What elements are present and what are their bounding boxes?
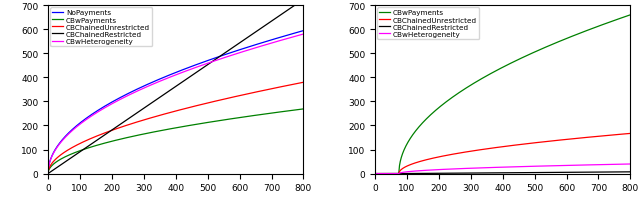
Line: CBChainedUnrestricted: CBChainedUnrestricted: [48, 83, 303, 174]
CBChainedRestricted: [570, 171, 578, 174]
Legend: NoPayments, CBwPayments, CBChainedUnrestricted, CBChainedRestricted, CBwHeteroge: NoPayments, CBwPayments, CBChainedUnrest…: [50, 8, 152, 47]
CBChainedRestricted: [70, 155, 78, 157]
CBChainedUnrestricted: [44, 173, 52, 175]
CBwPayments: [220, 119, 227, 122]
NoPayments: [220, 55, 227, 57]
CBChainedRestricted: [157, 96, 164, 99]
CBwPayments: [547, 45, 554, 47]
CBChainedRestricted: [220, 54, 227, 56]
CBChainedRestricted: [300, 0, 307, 2]
CBwHeterogeneity: [570, 164, 578, 167]
Legend: CBwPayments, CBChainedUnrestricted, CBChainedRestricted, CBwHeterogeneity: CBwPayments, CBChainedUnrestricted, CBCh…: [377, 8, 479, 40]
CBChainedRestricted: [147, 102, 155, 105]
NoPayments: [248, 45, 255, 48]
CBChainedUnrestricted: [147, 117, 155, 119]
CBwHeterogeneity: [220, 57, 227, 60]
CBwHeterogeneity: [147, 84, 155, 87]
NoPayments: [157, 78, 164, 81]
CBChainedRestricted: [484, 172, 492, 174]
CBChainedUnrestricted: [70, 146, 78, 148]
NoPayments: [243, 47, 251, 49]
Line: CBwHeterogeneity: CBwHeterogeneity: [48, 35, 303, 174]
CBwHeterogeneity: [484, 167, 492, 169]
CBwHeterogeneity: [575, 164, 582, 166]
CBwHeterogeneity: [157, 80, 164, 83]
CBwHeterogeneity: [397, 171, 405, 174]
NoPayments: [70, 127, 78, 129]
CBwPayments: [575, 33, 582, 36]
Line: NoPayments: NoPayments: [48, 32, 303, 174]
CBChainedRestricted: [547, 171, 554, 174]
CBwPayments: [243, 116, 251, 118]
CBwHeterogeneity: [547, 165, 554, 167]
CBChainedUnrestricted: [474, 149, 482, 152]
CBwHeterogeneity: [627, 163, 634, 165]
NoPayments: [300, 30, 307, 33]
CBwHeterogeneity: [70, 128, 78, 130]
Line: CBwHeterogeneity: CBwHeterogeneity: [375, 164, 630, 174]
CBChainedUnrestricted: [220, 99, 227, 101]
CBwPayments: [44, 173, 52, 175]
CBwHeterogeneity: [248, 48, 255, 51]
Line: CBChainedRestricted: CBChainedRestricted: [375, 172, 630, 174]
CBChainedRestricted: [243, 37, 251, 40]
CBChainedUnrestricted: [627, 133, 634, 135]
CBChainedUnrestricted: [371, 173, 379, 175]
Line: CBChainedRestricted: CBChainedRestricted: [48, 0, 303, 174]
CBwPayments: [300, 108, 307, 110]
CBwPayments: [474, 80, 482, 82]
CBwHeterogeneity: [474, 167, 482, 169]
CBChainedRestricted: [474, 172, 482, 174]
CBwPayments: [147, 132, 155, 134]
CBChainedUnrestricted: [575, 137, 582, 140]
CBwHeterogeneity: [300, 34, 307, 36]
CBChainedUnrestricted: [570, 138, 578, 140]
CBwPayments: [397, 157, 405, 160]
CBChainedRestricted: [44, 173, 52, 175]
CBChainedRestricted: [248, 34, 255, 37]
CBChainedRestricted: [397, 173, 405, 175]
CBChainedRestricted: [627, 171, 634, 173]
CBwHeterogeneity: [371, 173, 379, 175]
CBwPayments: [627, 15, 634, 17]
CBChainedRestricted: [371, 173, 379, 175]
CBwPayments: [371, 173, 379, 175]
Line: CBChainedUnrestricted: CBChainedUnrestricted: [375, 134, 630, 174]
CBChainedUnrestricted: [248, 92, 255, 95]
NoPayments: [44, 173, 52, 175]
CBChainedUnrestricted: [300, 82, 307, 84]
NoPayments: [147, 82, 155, 84]
Line: CBwPayments: CBwPayments: [48, 109, 303, 174]
CBChainedUnrestricted: [243, 93, 251, 96]
CBChainedUnrestricted: [157, 114, 164, 117]
CBwHeterogeneity: [243, 50, 251, 52]
CBwPayments: [157, 130, 164, 132]
CBwPayments: [70, 152, 78, 154]
Line: CBwPayments: CBwPayments: [375, 16, 630, 174]
CBwPayments: [484, 75, 492, 77]
CBwPayments: [248, 115, 255, 117]
CBChainedUnrestricted: [484, 148, 492, 150]
CBwPayments: [570, 35, 578, 37]
CBChainedUnrestricted: [397, 169, 405, 171]
CBChainedRestricted: [575, 171, 582, 174]
CBChainedUnrestricted: [547, 140, 554, 143]
CBwHeterogeneity: [44, 173, 52, 175]
